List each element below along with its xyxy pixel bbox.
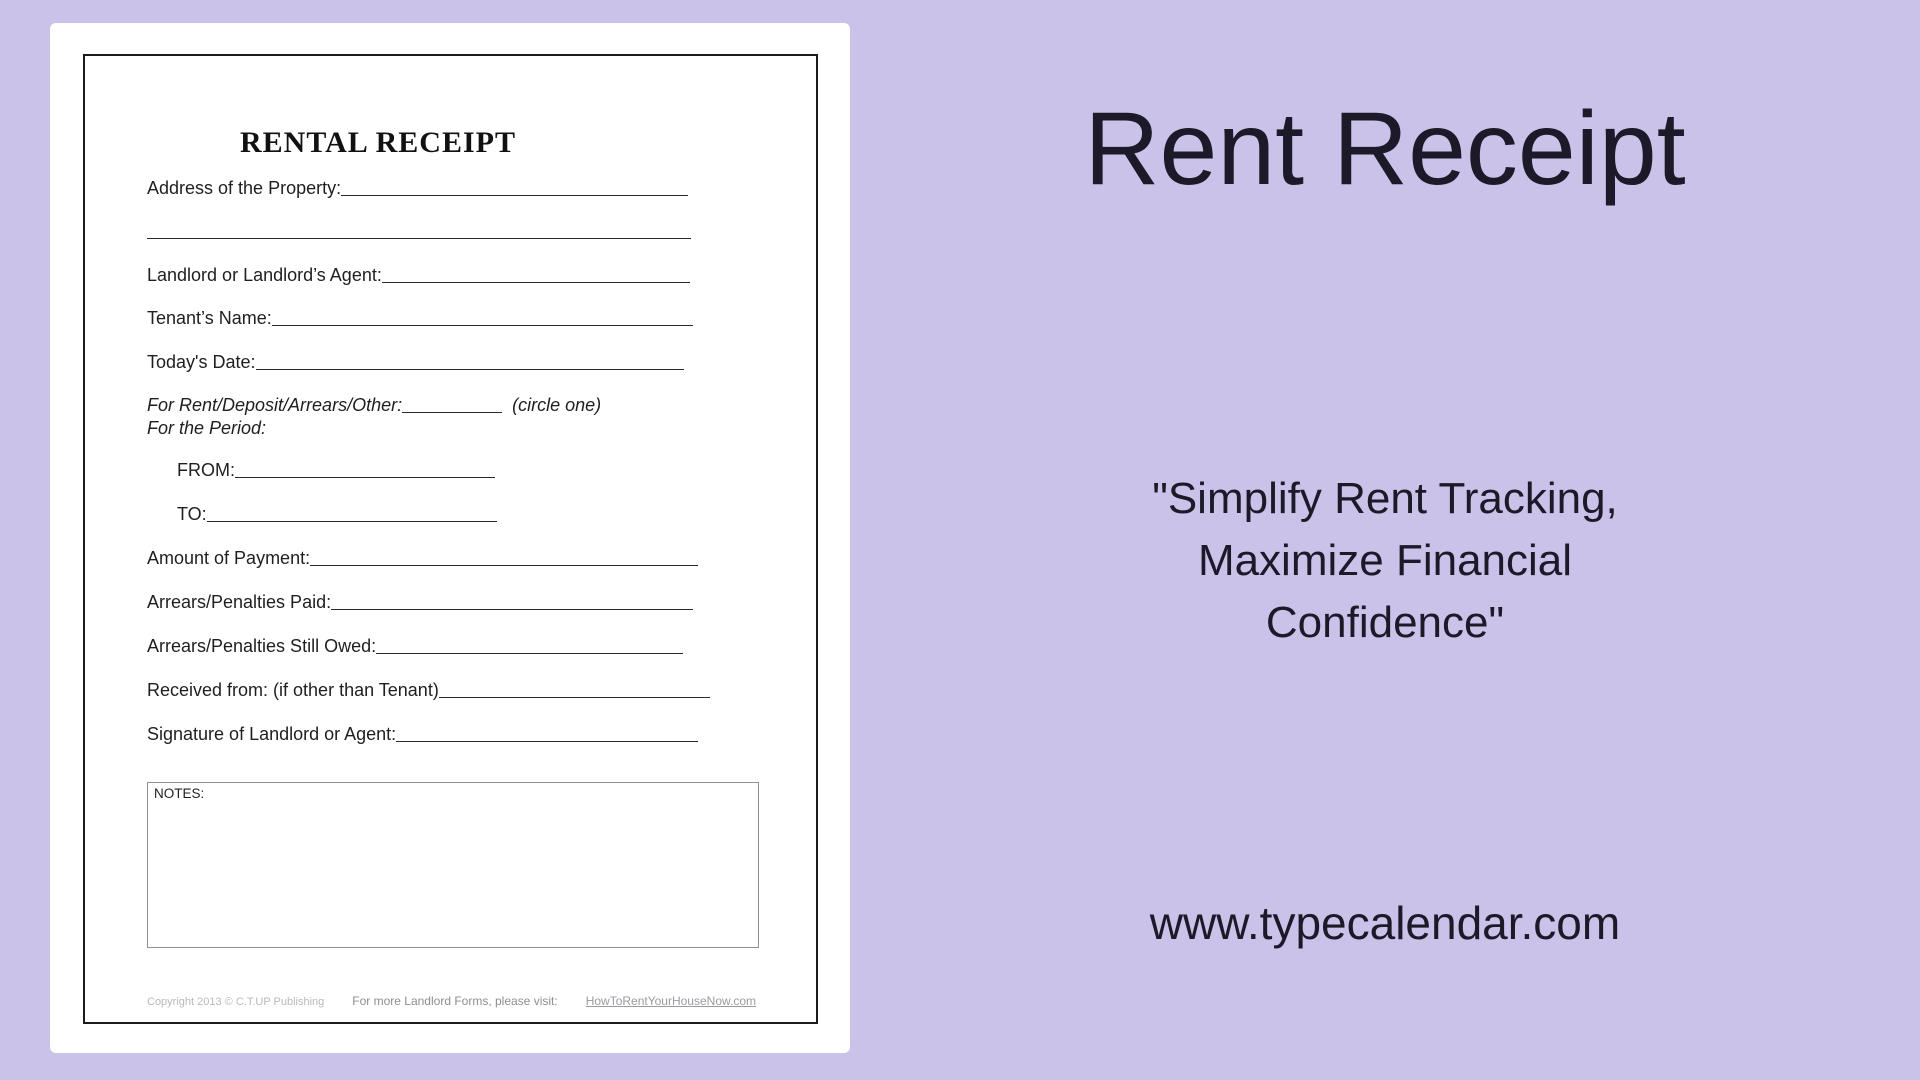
form-row-purpose: For Rent/Deposit/Arrears/Other: (circle … bbox=[147, 392, 756, 416]
form-row-received-from: Received from: (if other than Tenant) bbox=[147, 677, 710, 701]
landlord-forms-link[interactable]: HowToRentYourHouseNow.com bbox=[585, 994, 756, 1008]
from-blank-line bbox=[235, 476, 495, 478]
visit-text: For more Landlord Forms, please visit: bbox=[352, 994, 558, 1008]
website-url: www.typecalendar.com bbox=[1149, 897, 1621, 949]
to-blank-line bbox=[206, 520, 497, 522]
date-label: Today's Date: bbox=[147, 352, 256, 372]
form-row-tenant: Tenant’s Name: bbox=[147, 305, 693, 329]
date-blank-line bbox=[255, 368, 684, 370]
notes-box: NOTES: bbox=[147, 782, 759, 948]
form-row-period: For the Period: bbox=[147, 415, 756, 439]
tagline-line-1: "Simplify Rent Tracking, bbox=[1152, 474, 1618, 523]
period-label: For the Period: bbox=[147, 418, 267, 438]
from-label: FROM: bbox=[177, 460, 235, 480]
amount-label: Amount of Payment: bbox=[147, 548, 311, 568]
arrears-owed-blank-line bbox=[376, 652, 683, 654]
tagline-line-2: Maximize Financial bbox=[1197, 536, 1573, 585]
form-row-address-line2 bbox=[147, 218, 691, 242]
to-label: TO: bbox=[177, 504, 207, 524]
signature-blank-line bbox=[396, 740, 698, 742]
promo-panel: Rent Receipt "Simplify Rent Tracking, Ma… bbox=[850, 0, 1920, 1080]
landlord-label: Landlord or Landlord’s Agent: bbox=[147, 265, 382, 285]
address-blank-line bbox=[341, 194, 688, 196]
arrears-paid-label: Arrears/Penalties Paid: bbox=[147, 592, 332, 612]
form-row-from: FROM: bbox=[177, 457, 495, 481]
form-row-date: Today's Date: bbox=[147, 349, 684, 373]
tagline-line-3: Confidence" bbox=[1265, 598, 1505, 647]
form-title: RENTAL RECEIPT bbox=[239, 126, 516, 159]
form-row-arrears-paid: Arrears/Penalties Paid: bbox=[147, 589, 693, 613]
amount-blank-line bbox=[310, 564, 698, 566]
arrears-owed-label: Arrears/Penalties Still Owed: bbox=[147, 636, 377, 656]
received-from-label: Received from: (if other than Tenant) bbox=[147, 680, 439, 700]
notes-label: NOTES: bbox=[154, 786, 205, 801]
form-row-address: Address of the Property: bbox=[147, 175, 688, 199]
copyright-text: Copyright 2013 © C.T.UP Publishing bbox=[147, 996, 325, 1008]
purpose-label: For Rent/Deposit/Arrears/Other: bbox=[147, 395, 403, 415]
form-row-amount: Amount of Payment: bbox=[147, 545, 698, 569]
purpose-blank-line bbox=[402, 412, 503, 413]
form-row-to: TO: bbox=[177, 501, 497, 525]
receipt-paper: RENTAL RECEIPT Address of the Property: … bbox=[50, 23, 850, 1053]
rental-receipt-form: RENTAL RECEIPT Address of the Property: … bbox=[83, 54, 818, 1024]
tenant-label: Tenant’s Name: bbox=[147, 308, 272, 328]
address-label: Address of the Property: bbox=[147, 178, 342, 198]
address-blank-line-2 bbox=[147, 237, 691, 239]
circle-one-hint: (circle one) bbox=[512, 395, 602, 415]
tenant-blank-line bbox=[271, 324, 693, 326]
tagline-quote: "Simplify Rent Tracking, Maximize Financ… bbox=[850, 468, 1920, 654]
arrears-paid-blank-line bbox=[331, 608, 693, 610]
signature-label: Signature of Landlord or Agent: bbox=[147, 724, 397, 744]
form-row-signature: Signature of Landlord or Agent: bbox=[147, 721, 698, 745]
page-title: Rent Receipt bbox=[1084, 91, 1686, 207]
landlord-blank-line bbox=[381, 281, 690, 283]
received-from-blank-line bbox=[438, 696, 710, 698]
form-row-landlord: Landlord or Landlord’s Agent: bbox=[147, 262, 690, 286]
form-footer: Copyright 2013 © C.T.UP Publishing For m… bbox=[147, 994, 756, 1008]
form-row-arrears-owed: Arrears/Penalties Still Owed: bbox=[147, 633, 683, 657]
